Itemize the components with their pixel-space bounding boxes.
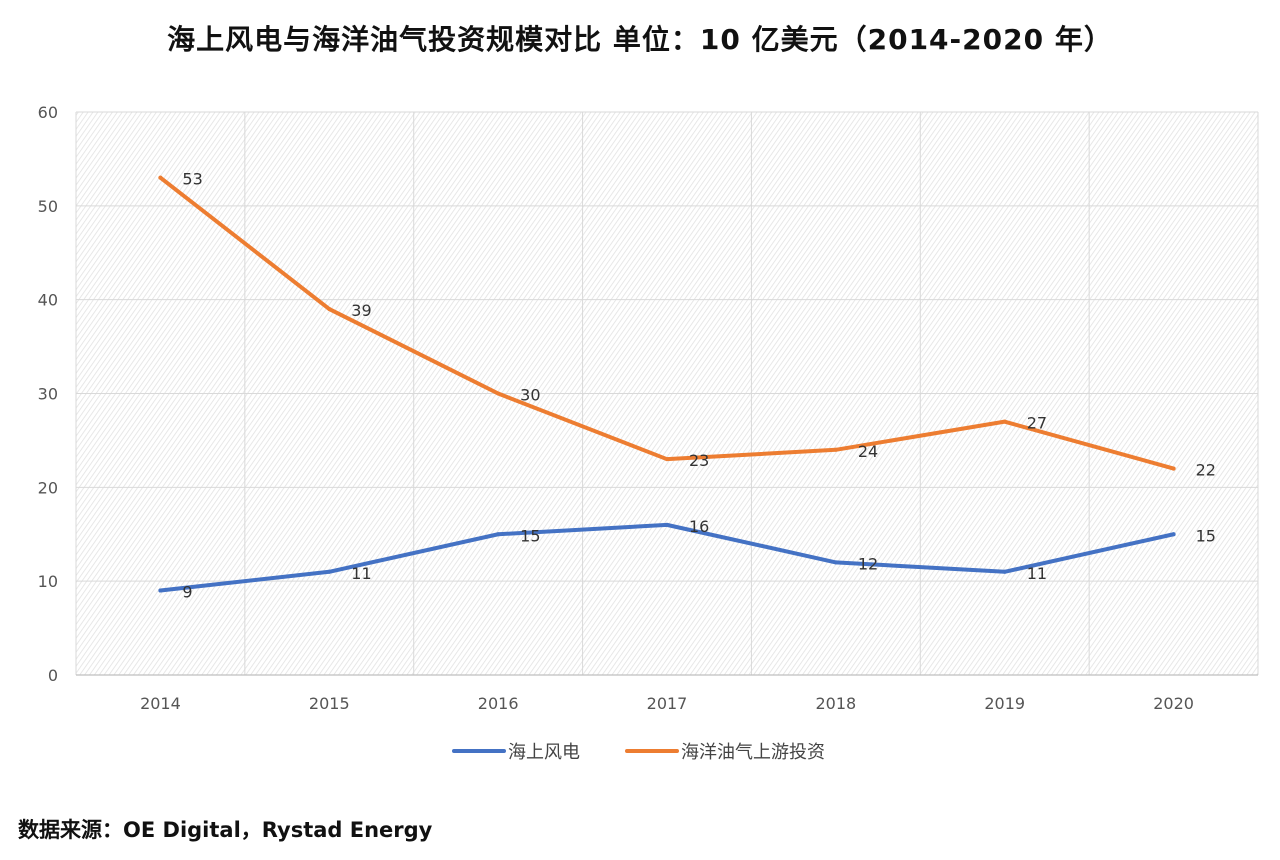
x-tick-label: 2014: [140, 694, 181, 713]
data-label: 15: [1196, 526, 1216, 545]
x-tick-label: 2016: [478, 694, 519, 713]
chart-title: 海上风电与海洋油气投资规模对比 单位：10 亿美元（2014-2020 年）: [167, 23, 1113, 56]
data-point: [327, 307, 332, 312]
data-point: [1002, 569, 1007, 574]
data-label: 39: [351, 301, 371, 320]
legend-label-1: 海上风电: [508, 742, 580, 763]
data-point: [496, 532, 501, 537]
x-tick-label: 2017: [647, 694, 688, 713]
data-point: [833, 447, 838, 452]
data-point: [327, 569, 332, 574]
y-tick-label: 50: [38, 197, 58, 216]
y-tick-label: 10: [38, 572, 58, 591]
data-point: [833, 560, 838, 565]
y-tick-label: 20: [38, 478, 58, 497]
legend-label-2: 海洋油气上游投资: [681, 742, 825, 763]
x-tick-label: 2019: [984, 694, 1025, 713]
data-label: 15: [520, 526, 540, 545]
data-label: 11: [351, 564, 371, 583]
data-label: 12: [858, 554, 878, 573]
data-point: [1171, 532, 1176, 537]
data-label: 27: [1027, 414, 1047, 433]
data-point: [665, 522, 669, 527]
y-tick-label: 0: [48, 666, 58, 685]
data-label: 16: [689, 517, 709, 536]
x-tick-label: 2018: [815, 694, 856, 713]
data-label: 22: [1196, 461, 1216, 480]
y-tick-label: 30: [38, 385, 58, 404]
data-label: 24: [858, 442, 878, 461]
data-point: [665, 457, 669, 462]
data-label: 53: [182, 170, 202, 189]
data-point: [496, 391, 501, 396]
data-label: 11: [1027, 564, 1047, 583]
y-tick-label: 60: [38, 103, 58, 122]
x-tick-label: 2015: [309, 694, 350, 713]
data-point: [158, 588, 163, 593]
x-tick-label: 2020: [1153, 694, 1194, 713]
y-tick-label: 40: [38, 291, 58, 310]
data-point: [158, 175, 163, 180]
data-point: [1002, 419, 1007, 424]
data-label: 9: [182, 583, 192, 602]
data-point: [1171, 466, 1176, 471]
data-label: 23: [689, 451, 709, 470]
data-label: 30: [520, 386, 540, 405]
source-note: 数据来源：OE Digital，Rystad Energy: [18, 818, 433, 842]
